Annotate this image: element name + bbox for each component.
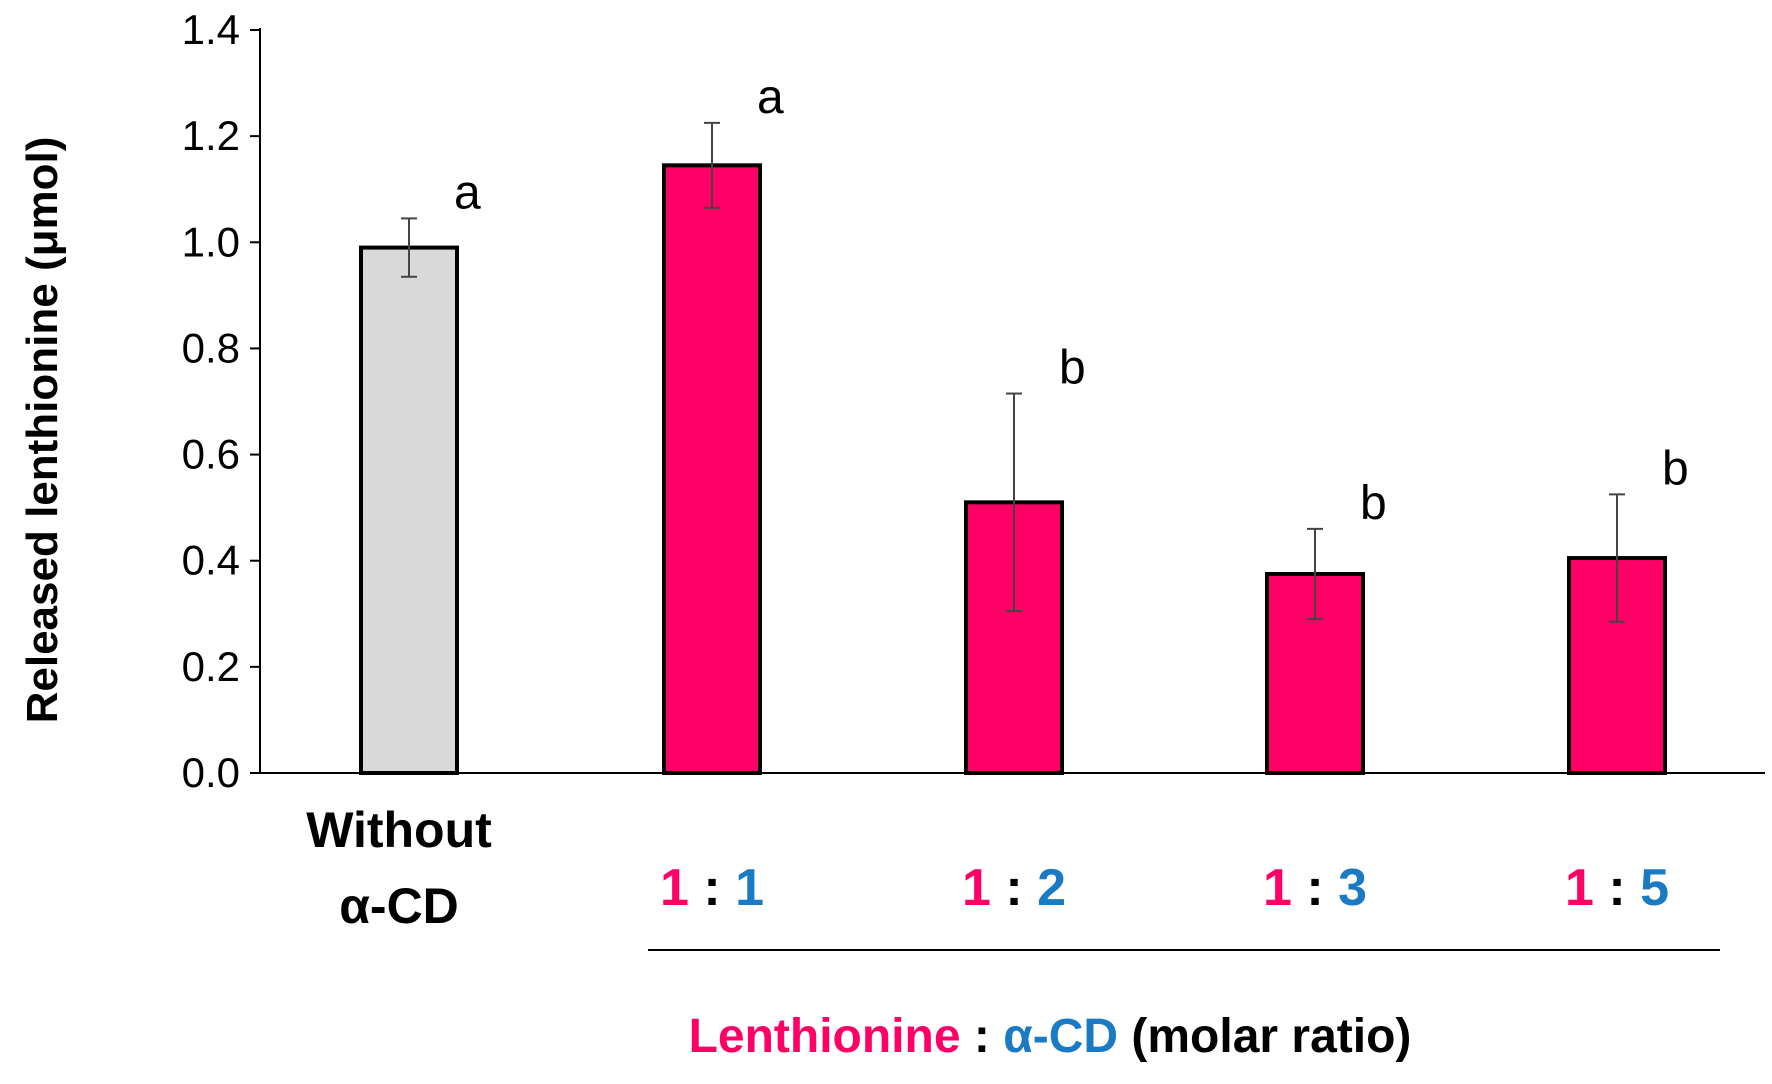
error-bar <box>1609 493 1625 623</box>
x-category-label: 1 : 2 <box>962 859 1066 917</box>
x-category-label: Without <box>306 802 492 858</box>
significance-label: a <box>454 166 481 219</box>
bar <box>662 163 762 775</box>
group-label: Lenthionine : α-CD (molar ratio) <box>689 1010 1412 1063</box>
x-category-label: α-CD <box>339 878 459 934</box>
y-tick-label: 0.0 <box>182 749 240 796</box>
error-bar <box>704 121 720 209</box>
y-axis-label: Released lenthionine (μmol) <box>18 137 67 724</box>
error-bar <box>1006 392 1022 613</box>
x-category-label: 1 : 3 <box>1263 859 1367 917</box>
y-tick-label: 1.0 <box>182 218 240 265</box>
bars: a a b b b <box>359 71 1689 776</box>
y-tick-label: 0.8 <box>182 324 240 371</box>
y-tick-label: 1.4 <box>182 6 240 53</box>
x-axis-labels: Without α-CD 1 : 1 1 : 2 1 : 3 1 : 5 <box>306 802 1669 934</box>
y-axis: 0.0 0.2 0.4 0.6 0.8 1.0 1.2 1.4 <box>182 6 1765 796</box>
y-tick-label: 1.2 <box>182 112 240 159</box>
significance-label: b <box>1059 342 1086 395</box>
y-tick-label: 0.6 <box>182 431 240 478</box>
x-category-label: 1 : 5 <box>1565 859 1669 917</box>
y-tick-label: 0.2 <box>182 643 240 690</box>
error-bar <box>401 217 417 278</box>
bar <box>359 245 459 776</box>
y-tick-label: 0.4 <box>182 537 240 584</box>
significance-label: a <box>757 71 784 124</box>
significance-label: b <box>1662 442 1689 495</box>
significance-label: b <box>1360 477 1387 530</box>
error-bar <box>1307 527 1323 621</box>
x-category-label: 1 : 1 <box>660 859 764 917</box>
